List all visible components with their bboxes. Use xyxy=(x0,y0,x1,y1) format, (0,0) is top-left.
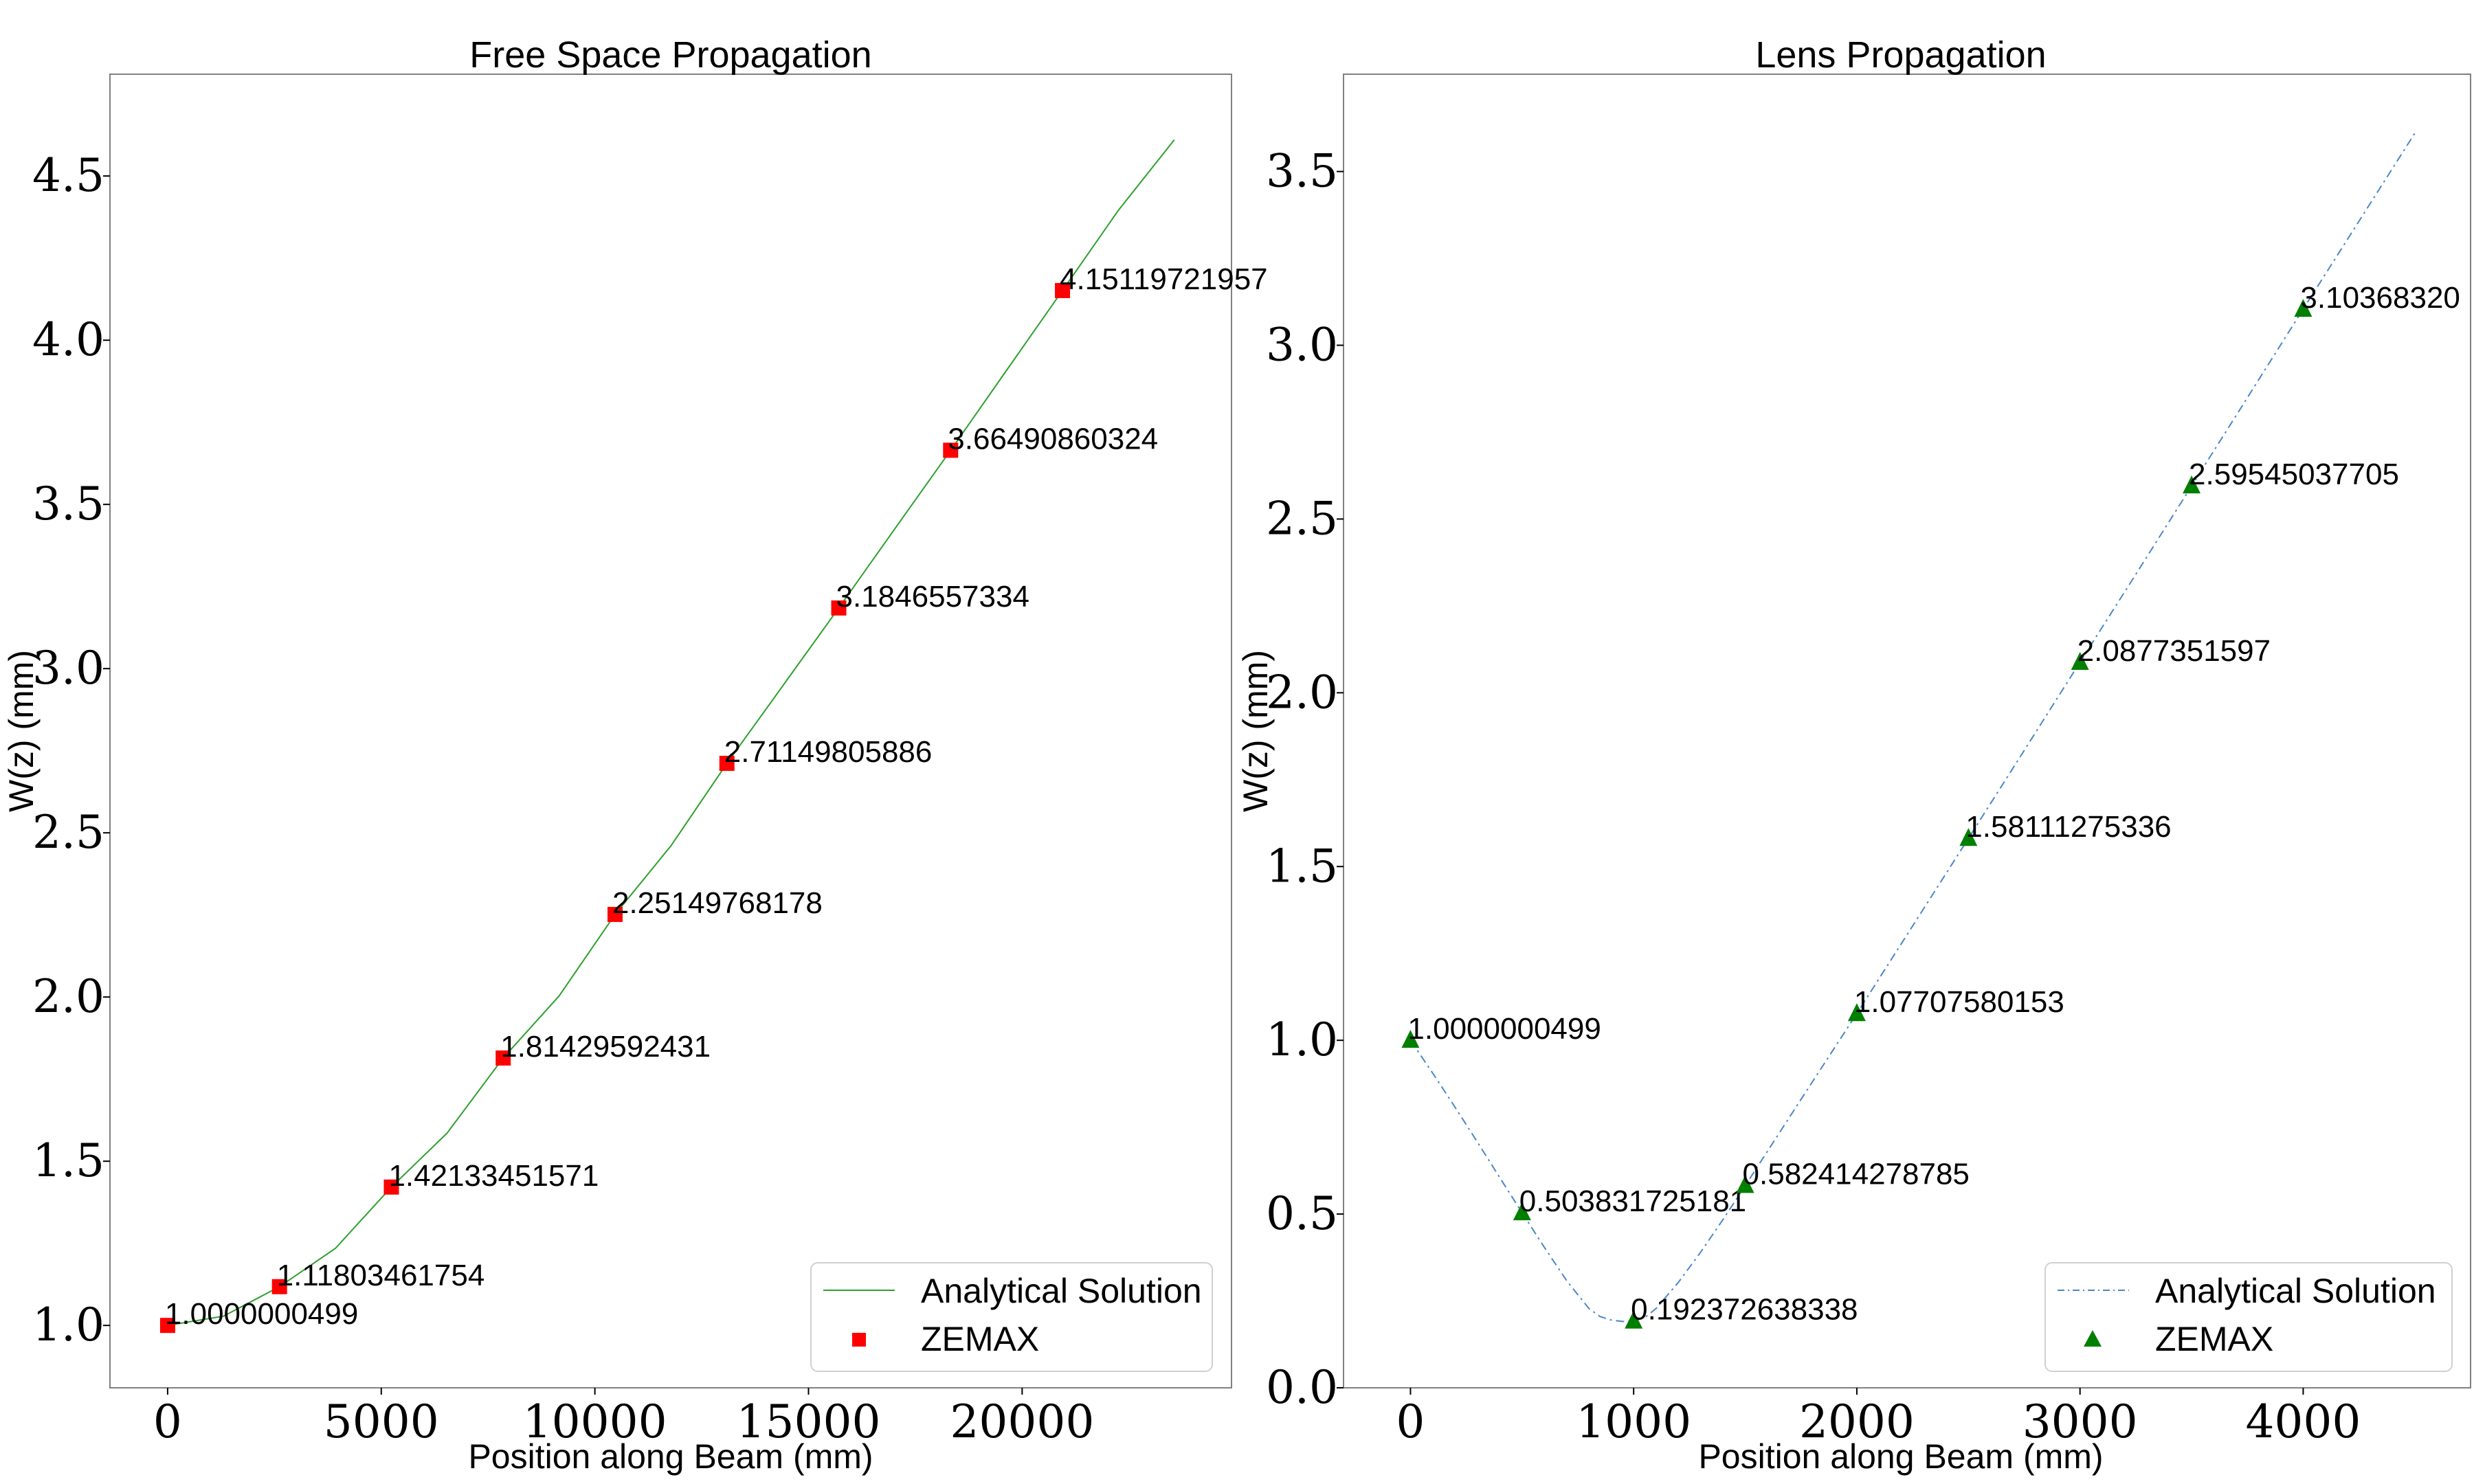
data-label: 2.59545037705 xyxy=(2189,458,2399,491)
y-tick-label: 1.5 xyxy=(1266,840,1338,892)
data-label: 0.503831725181 xyxy=(1519,1184,1746,1218)
x-tick-label: 10000 xyxy=(523,1395,667,1448)
legend-box xyxy=(2044,1262,2453,1372)
legend-label-analytical: Analytical Solution xyxy=(2155,1272,2436,1310)
zemax-point xyxy=(495,1050,511,1066)
legend-label-analytical: Analytical Solution xyxy=(921,1272,1202,1310)
data-label: 1.0000000499 xyxy=(1407,1012,1601,1046)
series-layer: 1.0000000499 1.11803461754 1.42133451571 1.… xyxy=(159,139,1268,1334)
y-tick-label: 1.0 xyxy=(32,1298,104,1351)
zemax-point xyxy=(159,1318,175,1334)
legend-marker-swatch xyxy=(852,1333,866,1347)
data-label: 1.07707580153 xyxy=(1854,985,2064,1019)
zemax-point xyxy=(1847,1003,1866,1022)
zemax-point xyxy=(1736,1175,1754,1193)
zemax-point xyxy=(1959,828,1978,846)
data-label: 1.58111275336 xyxy=(1965,810,2171,844)
zemax-point xyxy=(2294,299,2313,317)
x-axis-label: Position along Beam (mm) xyxy=(468,1437,873,1476)
x-ticks: 0 5000 10000 15000 20000 xyxy=(153,1388,1094,1448)
zemax-point xyxy=(383,1179,399,1195)
data-label: 2.71149805886 xyxy=(724,735,933,769)
x-ticks: 0 1000 2000 3000 4000 xyxy=(1396,1388,2361,1448)
data-label: 4.15119721957 xyxy=(1060,262,1268,296)
y-tick-label: 3.0 xyxy=(1266,319,1338,372)
data-label: 2.25149768178 xyxy=(612,886,823,920)
data-label: 1.81429592431 xyxy=(500,1030,711,1064)
y-tick-label: 2.5 xyxy=(32,806,104,859)
data-label: 3.66490860324 xyxy=(948,422,1158,456)
data-label: 0.582414278785 xyxy=(1743,1157,1970,1191)
y-tick-label: 2.5 xyxy=(1266,492,1338,545)
plot-frame xyxy=(1343,74,2471,1389)
zemax-point xyxy=(2071,651,2089,670)
y-tick-label: 0.0 xyxy=(1266,1361,1338,1414)
data-label: 1.42133451571 xyxy=(388,1159,599,1193)
free-space-panel: Free Space Propagation Position along Be… xyxy=(2,34,1268,1476)
legend-box xyxy=(810,1262,1213,1372)
zemax-point xyxy=(831,600,847,616)
legend: Analytical Solution ZEMAX xyxy=(2044,1262,2453,1372)
chart-title: Lens Propagation xyxy=(1755,34,2046,76)
legend: Analytical Solution ZEMAX xyxy=(810,1262,1213,1372)
data-label: 1.11803461754 xyxy=(277,1259,485,1292)
zemax-point xyxy=(943,442,959,458)
x-tick-label: 0 xyxy=(153,1395,182,1448)
legend-label-zemax: ZEMAX xyxy=(2155,1320,2273,1358)
y-tick-label: 2.0 xyxy=(32,970,104,1023)
data-label: 3.10368320 xyxy=(2300,281,2460,315)
y-axis-label: W(z) (mm) xyxy=(2,650,41,812)
series-layer: 1.0000000499 0.503831725181 0.192372638338… xyxy=(1401,133,2460,1329)
y-tick-label: 2.0 xyxy=(1266,666,1338,719)
legend-marker-swatch xyxy=(2084,1330,2102,1347)
y-tick-label: 1.5 xyxy=(32,1134,104,1187)
y-tick-label: 0.5 xyxy=(1266,1187,1338,1240)
y-tick-label: 3.5 xyxy=(32,477,104,530)
plot-frame xyxy=(109,74,1232,1389)
zemax-point xyxy=(1055,282,1071,298)
y-tick-label: 3.5 xyxy=(1266,145,1338,198)
lens-panel: Lens Propagation Position along Beam (mm… xyxy=(1236,34,2471,1476)
x-axis-label: Position along Beam (mm) xyxy=(1698,1437,2103,1476)
analytical-solution-line xyxy=(167,139,1175,1327)
data-label: 0.192372638338 xyxy=(1631,1293,1858,1327)
zemax-point xyxy=(719,756,735,772)
data-label: 1.0000000499 xyxy=(165,1297,358,1331)
x-tick-label: 1000 xyxy=(1576,1395,1691,1448)
chart-title: Free Space Propagation xyxy=(469,34,871,76)
data-label: 2.0877351597 xyxy=(2077,634,2271,668)
x-tick-label: 0 xyxy=(1396,1395,1425,1448)
y-tick-label: 3.0 xyxy=(32,642,104,695)
y-ticks: 1.0 1.5 2.0 2.5 3.0 3.5 4.0 4.5 xyxy=(32,149,110,1351)
legend-label-zemax: ZEMAX xyxy=(921,1320,1039,1358)
data-label: 3.1846557334 xyxy=(836,580,1029,614)
x-tick-label: 3000 xyxy=(2022,1395,2138,1448)
x-tick-label: 15000 xyxy=(737,1395,881,1448)
y-ticks: 0.0 0.5 1.0 1.5 2.0 2.5 3.0 3.5 xyxy=(1266,145,1344,1414)
zemax-point xyxy=(1625,1310,1643,1329)
zemax-point xyxy=(2183,475,2201,494)
zemax-point xyxy=(1513,1202,1531,1221)
x-tick-label: 2000 xyxy=(1799,1395,1915,1448)
zemax-point xyxy=(1401,1030,1420,1048)
x-tick-label: 4000 xyxy=(2245,1395,2361,1448)
y-tick-label: 4.5 xyxy=(32,149,104,202)
y-tick-label: 4.0 xyxy=(32,313,104,366)
x-tick-label: 20000 xyxy=(950,1395,1094,1448)
zemax-point xyxy=(271,1279,287,1294)
x-tick-label: 5000 xyxy=(324,1395,439,1448)
y-axis-label: W(z) (mm) xyxy=(1236,650,1275,812)
zemax-point xyxy=(607,906,623,922)
analytical-solution-line xyxy=(1409,133,2416,1323)
y-tick-label: 1.0 xyxy=(1266,1013,1338,1066)
